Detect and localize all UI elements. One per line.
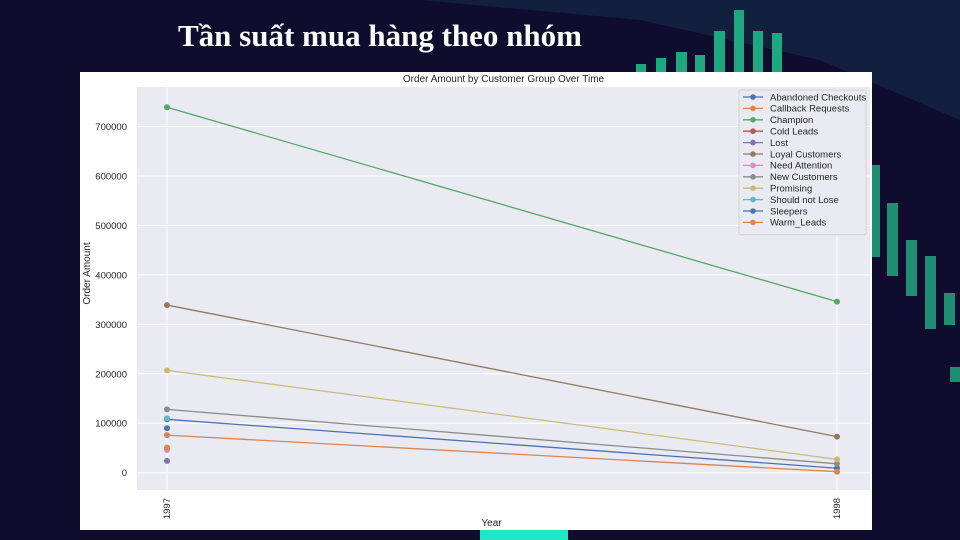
y-axis-label: Order Amount <box>82 242 93 304</box>
data-point <box>834 433 840 440</box>
legend-label: Abandoned Checkouts <box>770 92 866 103</box>
slide-title: Tần suất mua hàng theo nhóm <box>178 18 582 53</box>
y-axis-ticks: 0 100000 200000 300000 400000 500000 600000 700… <box>95 122 127 479</box>
legend-box <box>738 89 867 236</box>
line-chart: 0 100000 200000 300000 400000 500000 600000 700… <box>82 74 870 529</box>
legend-marker <box>750 151 756 157</box>
legend-marker <box>750 105 756 112</box>
y-tick-label: 600000 <box>95 172 127 183</box>
decorative-candles <box>480 10 960 540</box>
legend-marker <box>750 174 756 180</box>
y-tick-label: 100000 <box>95 419 127 430</box>
series-line <box>166 408 838 465</box>
legend-marker <box>750 162 756 169</box>
legend-label: Loyal Customers <box>770 149 842 160</box>
legend-marker <box>750 185 756 191</box>
y-tick-label: 500000 <box>95 221 127 232</box>
data-point <box>164 367 170 374</box>
chart-panel: 0 100000 200000 300000 400000 500000 600000 700… <box>80 72 872 530</box>
legend-marker <box>750 139 756 146</box>
data-point <box>164 432 170 439</box>
series-line <box>166 304 838 438</box>
legend-label: Need Attention <box>770 161 832 172</box>
legend-label: Callback Requests <box>770 104 849 115</box>
legend-marker <box>750 94 756 100</box>
chart-title: Order Amount by Customer Group Over Time <box>403 74 605 85</box>
data-point <box>834 460 840 467</box>
data-point <box>164 457 170 464</box>
background-shape <box>420 0 960 120</box>
x-tick-label: 1998 <box>832 498 843 519</box>
series-line <box>166 106 838 303</box>
series-lines <box>166 106 838 473</box>
legend-label: Champion <box>770 115 813 126</box>
legend-label: Cold Leads <box>770 127 818 138</box>
y-tick-label: 400000 <box>95 270 127 281</box>
y-tick-label: 300000 <box>95 320 127 331</box>
data-point <box>834 456 840 463</box>
series-line <box>166 369 838 460</box>
legend-marker <box>750 219 756 226</box>
y-tick-label: 0 <box>122 468 127 479</box>
series-line <box>166 418 838 469</box>
data-point <box>164 302 170 309</box>
y-tick-label: 700000 <box>95 122 127 133</box>
data-point <box>164 444 170 451</box>
x-tick-label: 1997 <box>162 498 173 519</box>
x-axis-ticks: 1997 1998 <box>162 498 843 519</box>
legend-marker <box>750 128 756 134</box>
legend-label: Should not Lose <box>770 195 839 206</box>
data-point <box>834 468 840 475</box>
data-point <box>164 415 170 422</box>
legend-marker <box>750 117 756 123</box>
legend-label: Promising <box>770 184 812 195</box>
data-point <box>164 406 170 413</box>
data-point <box>834 298 840 305</box>
legend-label: Sleepers <box>770 206 808 217</box>
data-point <box>164 425 170 432</box>
legend-label: Warm_Leads <box>770 218 826 229</box>
series-line <box>166 434 838 473</box>
legend-label: Lost <box>770 138 788 149</box>
y-tick-label: 200000 <box>95 369 127 380</box>
legend-marker <box>750 196 756 203</box>
data-point <box>164 104 170 111</box>
legend-label: New Customers <box>770 172 838 183</box>
series-points <box>164 104 840 475</box>
legend-marker <box>750 208 756 214</box>
x-axis-label: Year <box>481 518 502 529</box>
